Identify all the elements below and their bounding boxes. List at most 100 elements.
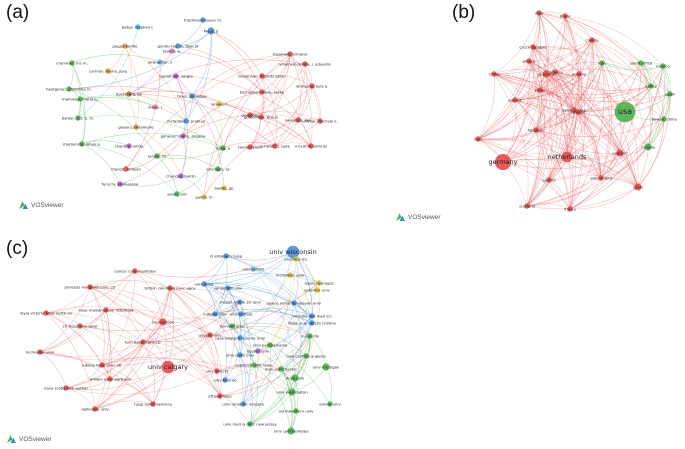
network-node[interactable] bbox=[237, 335, 243, 341]
network-node[interactable] bbox=[475, 136, 481, 142]
network-node[interactable] bbox=[214, 368, 220, 374]
network-node[interactable] bbox=[561, 151, 573, 163]
network-node[interactable] bbox=[287, 427, 295, 435]
network-node[interactable] bbox=[63, 385, 69, 391]
network-node[interactable] bbox=[571, 107, 577, 113]
network-node[interactable] bbox=[567, 206, 573, 212]
network-node[interactable] bbox=[526, 58, 532, 64]
network-node[interactable] bbox=[157, 59, 163, 65]
network-node[interactable] bbox=[552, 69, 558, 75]
network-node[interactable] bbox=[135, 24, 141, 30]
network-node[interactable] bbox=[222, 377, 228, 383]
network-node[interactable] bbox=[152, 104, 158, 110]
network-node[interactable] bbox=[648, 83, 654, 89]
network-node[interactable] bbox=[161, 360, 175, 374]
network-node[interactable] bbox=[229, 323, 235, 329]
network-node[interactable] bbox=[251, 362, 257, 368]
network-node[interactable] bbox=[303, 353, 309, 359]
network-node[interactable] bbox=[79, 141, 85, 147]
network-node[interactable] bbox=[309, 320, 315, 326]
network-node[interactable] bbox=[150, 401, 156, 407]
network-node[interactable] bbox=[169, 48, 175, 54]
network-node[interactable] bbox=[240, 401, 246, 407]
network-node[interactable] bbox=[638, 60, 644, 66]
network-node[interactable] bbox=[126, 91, 132, 97]
network-node[interactable] bbox=[140, 339, 146, 345]
network-node[interactable] bbox=[667, 91, 673, 97]
network-node[interactable] bbox=[212, 311, 218, 317]
network-node[interactable] bbox=[99, 362, 105, 368]
network-node[interactable] bbox=[107, 376, 113, 382]
network-node[interactable] bbox=[183, 118, 189, 124]
network-node[interactable] bbox=[201, 281, 207, 287]
network-node[interactable] bbox=[293, 256, 299, 262]
network-node[interactable] bbox=[175, 43, 181, 49]
network-node[interactable] bbox=[225, 285, 231, 291]
network-node[interactable] bbox=[217, 393, 223, 399]
network-node[interactable] bbox=[530, 44, 536, 50]
network-node[interactable] bbox=[287, 272, 293, 278]
network-node[interactable] bbox=[598, 175, 604, 181]
network-node[interactable] bbox=[293, 408, 299, 414]
network-node[interactable] bbox=[180, 133, 186, 139]
network-node[interactable] bbox=[221, 185, 227, 191]
network-node[interactable] bbox=[154, 153, 160, 159]
network-node[interactable] bbox=[259, 73, 265, 79]
network-node[interactable] bbox=[317, 118, 323, 124]
network-node[interactable] bbox=[575, 109, 581, 115]
network-node[interactable] bbox=[491, 71, 497, 77]
network-node[interactable] bbox=[207, 332, 213, 338]
network-node[interactable] bbox=[295, 117, 301, 123]
network-node[interactable] bbox=[237, 352, 243, 358]
network-node[interactable] bbox=[37, 349, 43, 355]
network-node[interactable] bbox=[200, 17, 206, 23]
network-node[interactable] bbox=[201, 194, 207, 200]
network-node[interactable] bbox=[562, 13, 568, 19]
network-node[interactable] bbox=[589, 37, 595, 43]
network-node[interactable] bbox=[327, 401, 333, 407]
network-node[interactable] bbox=[576, 71, 582, 77]
network-node[interactable] bbox=[250, 266, 256, 272]
network-node[interactable] bbox=[159, 318, 167, 326]
network-node[interactable] bbox=[167, 285, 173, 291]
network-node[interactable] bbox=[494, 153, 512, 171]
network-node[interactable] bbox=[291, 300, 297, 306]
network-node[interactable] bbox=[614, 101, 636, 123]
network-node[interactable] bbox=[255, 348, 261, 354]
network-node[interactable] bbox=[117, 181, 123, 187]
network-node[interactable] bbox=[189, 93, 195, 99]
network-node[interactable] bbox=[77, 323, 83, 329]
network-node[interactable] bbox=[291, 374, 299, 382]
network-node[interactable] bbox=[533, 127, 539, 133]
network-node[interactable] bbox=[238, 311, 244, 317]
network-node[interactable] bbox=[92, 406, 98, 412]
network-node[interactable] bbox=[302, 61, 308, 67]
network-node[interactable] bbox=[307, 333, 313, 339]
network-node[interactable] bbox=[272, 143, 278, 149]
network-node[interactable] bbox=[258, 114, 264, 120]
network-node[interactable] bbox=[103, 307, 109, 313]
network-node[interactable] bbox=[123, 166, 129, 172]
network-node[interactable] bbox=[69, 60, 75, 66]
network-node[interactable] bbox=[660, 63, 666, 69]
network-node[interactable] bbox=[542, 70, 550, 78]
network-node[interactable] bbox=[314, 287, 320, 293]
network-node[interactable] bbox=[512, 97, 518, 103]
network-node[interactable] bbox=[43, 310, 49, 316]
network-node[interactable] bbox=[132, 268, 138, 274]
network-node[interactable] bbox=[215, 166, 221, 172]
network-node[interactable] bbox=[216, 101, 222, 107]
network-node[interactable] bbox=[66, 86, 72, 92]
network-node[interactable] bbox=[173, 73, 179, 79]
network-node[interactable] bbox=[634, 183, 642, 191]
network-node[interactable] bbox=[247, 112, 253, 118]
network-node[interactable] bbox=[223, 253, 229, 259]
network-node[interactable] bbox=[322, 363, 330, 371]
network-node[interactable] bbox=[75, 115, 81, 121]
network-node[interactable] bbox=[247, 421, 253, 427]
network-node[interactable] bbox=[126, 143, 132, 149]
network-node[interactable] bbox=[316, 280, 322, 286]
network-node[interactable] bbox=[174, 191, 180, 197]
network-node[interactable] bbox=[308, 143, 314, 149]
network-node[interactable] bbox=[133, 124, 139, 130]
